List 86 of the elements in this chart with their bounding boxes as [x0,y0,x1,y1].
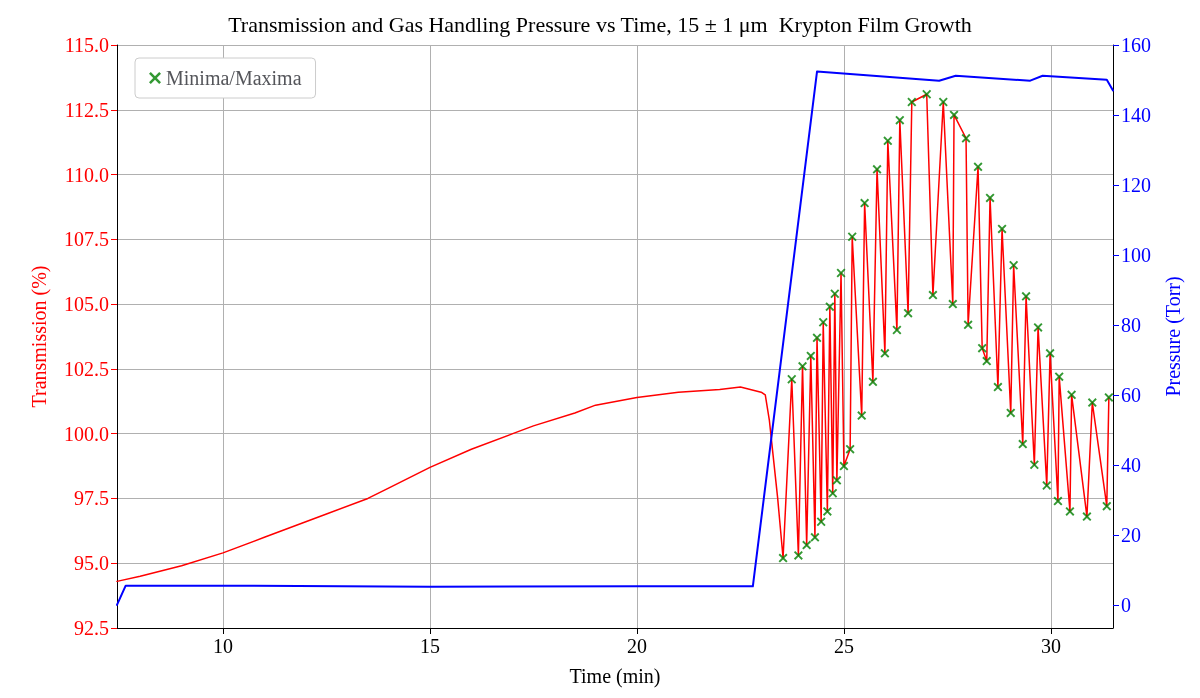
point [1018,439,1028,449]
point [1042,480,1052,490]
point [928,290,938,300]
point [949,110,959,120]
point [812,333,822,343]
point [832,475,842,485]
point [816,517,826,527]
point [961,133,971,143]
point [997,224,1007,234]
point [1009,260,1019,270]
y-tick-label: 92.5 [74,617,109,639]
y-tick-label: 100.0 [64,422,109,445]
y-tick-label: 97.5 [74,487,109,510]
point [1087,398,1097,408]
point [993,382,1003,392]
point [787,374,797,384]
point [1104,392,1114,402]
point [868,377,878,387]
point [860,198,870,208]
y2-tick-label: 20 [1121,523,1141,546]
x-axis-title: Time (min) [569,665,661,688]
y-tick-label: 115.0 [64,34,109,56]
point [903,308,913,318]
point [948,299,958,309]
point [857,411,867,421]
point [977,343,987,353]
point [883,136,893,146]
y-tick-label: 110.0 [64,163,109,186]
y-axis-title: Transmission (%) [28,265,51,408]
point [847,232,857,242]
point [798,361,808,371]
point [1065,506,1075,516]
point [810,532,820,542]
point [822,506,832,516]
y2-tick-label: 120 [1121,173,1151,196]
point [830,289,840,299]
point [963,320,973,330]
x-tick-label: 10 [212,635,233,657]
y2-tick-label: 160 [1121,34,1151,56]
point [818,317,828,327]
x-tick-label: 30 [1040,635,1061,657]
point [1006,408,1016,418]
point [938,97,948,107]
point [982,356,992,366]
point [845,444,855,454]
point [895,115,905,125]
point [1067,390,1077,400]
y-tick-label: 107.5 [64,228,109,251]
y2-tick-label: 60 [1121,383,1141,406]
point [793,550,803,560]
point [892,325,902,335]
point [880,348,890,358]
point [1029,460,1039,470]
y2-tick-label: 100 [1121,243,1151,266]
point [1082,512,1092,522]
x-tick-label: 25 [833,635,854,657]
point [1045,348,1055,358]
point [973,162,983,172]
y-tick-label: 95.0 [74,552,109,575]
y-tick-label: 112.5 [64,98,109,121]
point [1054,372,1064,382]
y-tick-label: 102.5 [64,357,109,380]
point [806,351,816,361]
point [922,89,932,99]
point [802,540,812,550]
x-tick-label: 20 [626,635,647,657]
point [907,97,917,107]
y-tick-label: 105.0 [64,293,109,316]
point [839,461,849,471]
y2-axis-title: Pressure (Torr) [1162,276,1185,397]
point [836,268,846,278]
point [1021,291,1031,301]
legend-label: Minima/Maxima [166,67,302,89]
chart-title: Transmission and Gas Handling Pressure vs Time, 15 ± 1 μm Krypton Film Growth [228,11,972,37]
point [872,164,882,174]
point [778,553,788,563]
point [828,488,838,498]
y2-tick-label: 40 [1121,453,1141,476]
point [1102,501,1112,511]
point [1053,496,1063,506]
point [825,302,835,312]
x-tick-label: 15 [419,635,440,657]
y2-tick-label: 80 [1121,313,1141,336]
point [985,193,995,203]
y2-tick-label: 140 [1121,103,1151,126]
y2-tick-label: 0 [1121,593,1131,616]
